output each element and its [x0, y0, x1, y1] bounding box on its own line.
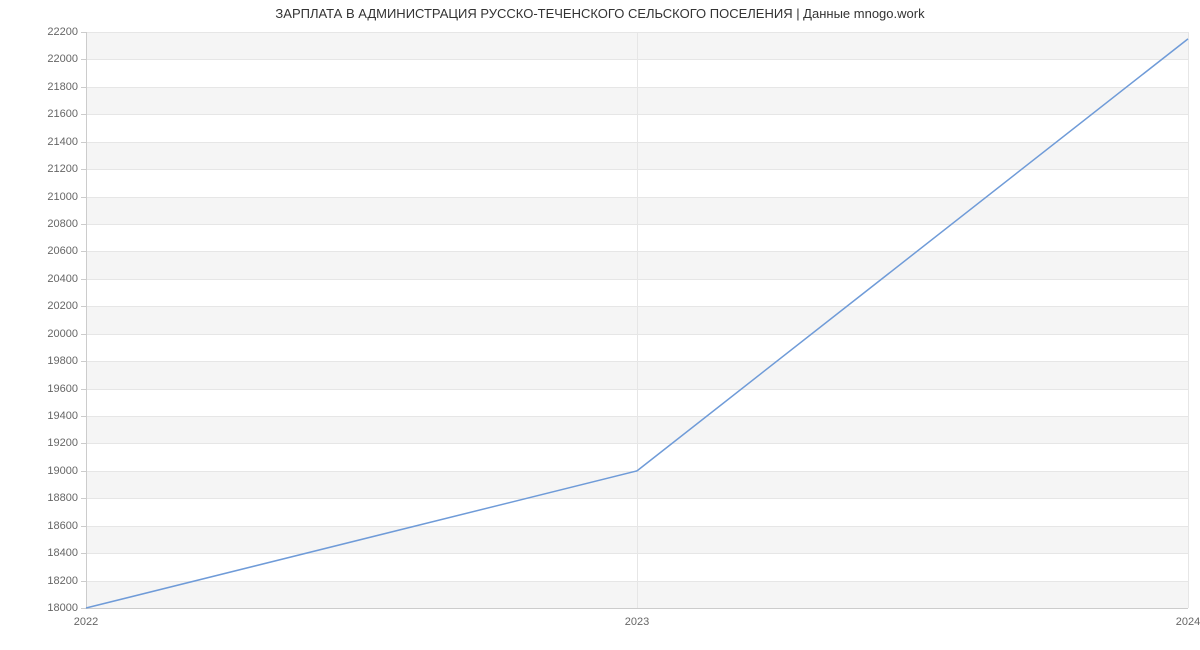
x-gridline: [1188, 32, 1189, 608]
x-tick-label: 2022: [74, 616, 98, 628]
y-tick-label: 19200: [47, 437, 78, 449]
salary-line-chart: ЗАРПЛАТА В АДМИНИСТРАЦИЯ РУССКО-ТЕЧЕНСКО…: [0, 0, 1200, 650]
y-tick-label: 19400: [47, 410, 78, 422]
y-tick-label: 18200: [47, 575, 78, 587]
y-tick-label: 19800: [47, 355, 78, 367]
y-tick-label: 20000: [47, 328, 78, 340]
y-tick-label: 18000: [47, 602, 78, 614]
y-tick-label: 22200: [47, 26, 78, 38]
x-tick-label: 2024: [1176, 616, 1200, 628]
chart-title: ЗАРПЛАТА В АДМИНИСТРАЦИЯ РУССКО-ТЕЧЕНСКО…: [0, 6, 1200, 21]
plot-area: 1800018200184001860018800190001920019400…: [86, 32, 1188, 608]
y-tick-label: 18800: [47, 492, 78, 504]
y-tick-label: 20800: [47, 218, 78, 230]
y-tick-label: 21600: [47, 108, 78, 120]
x-axis-line: [86, 608, 1188, 609]
y-tick-label: 22000: [47, 53, 78, 65]
y-tick-label: 21800: [47, 81, 78, 93]
y-tick-label: 21000: [47, 191, 78, 203]
y-tick-label: 18600: [47, 520, 78, 532]
line-series: [86, 32, 1188, 608]
y-tick-label: 21200: [47, 163, 78, 175]
salary-line: [86, 39, 1188, 608]
y-tick-label: 19000: [47, 465, 78, 477]
y-tick-label: 20200: [47, 300, 78, 312]
y-tick-label: 20600: [47, 245, 78, 257]
y-tick-label: 20400: [47, 273, 78, 285]
x-tick-label: 2023: [625, 616, 649, 628]
y-tick-label: 21400: [47, 136, 78, 148]
y-tick-label: 19600: [47, 383, 78, 395]
y-tick-label: 18400: [47, 547, 78, 559]
